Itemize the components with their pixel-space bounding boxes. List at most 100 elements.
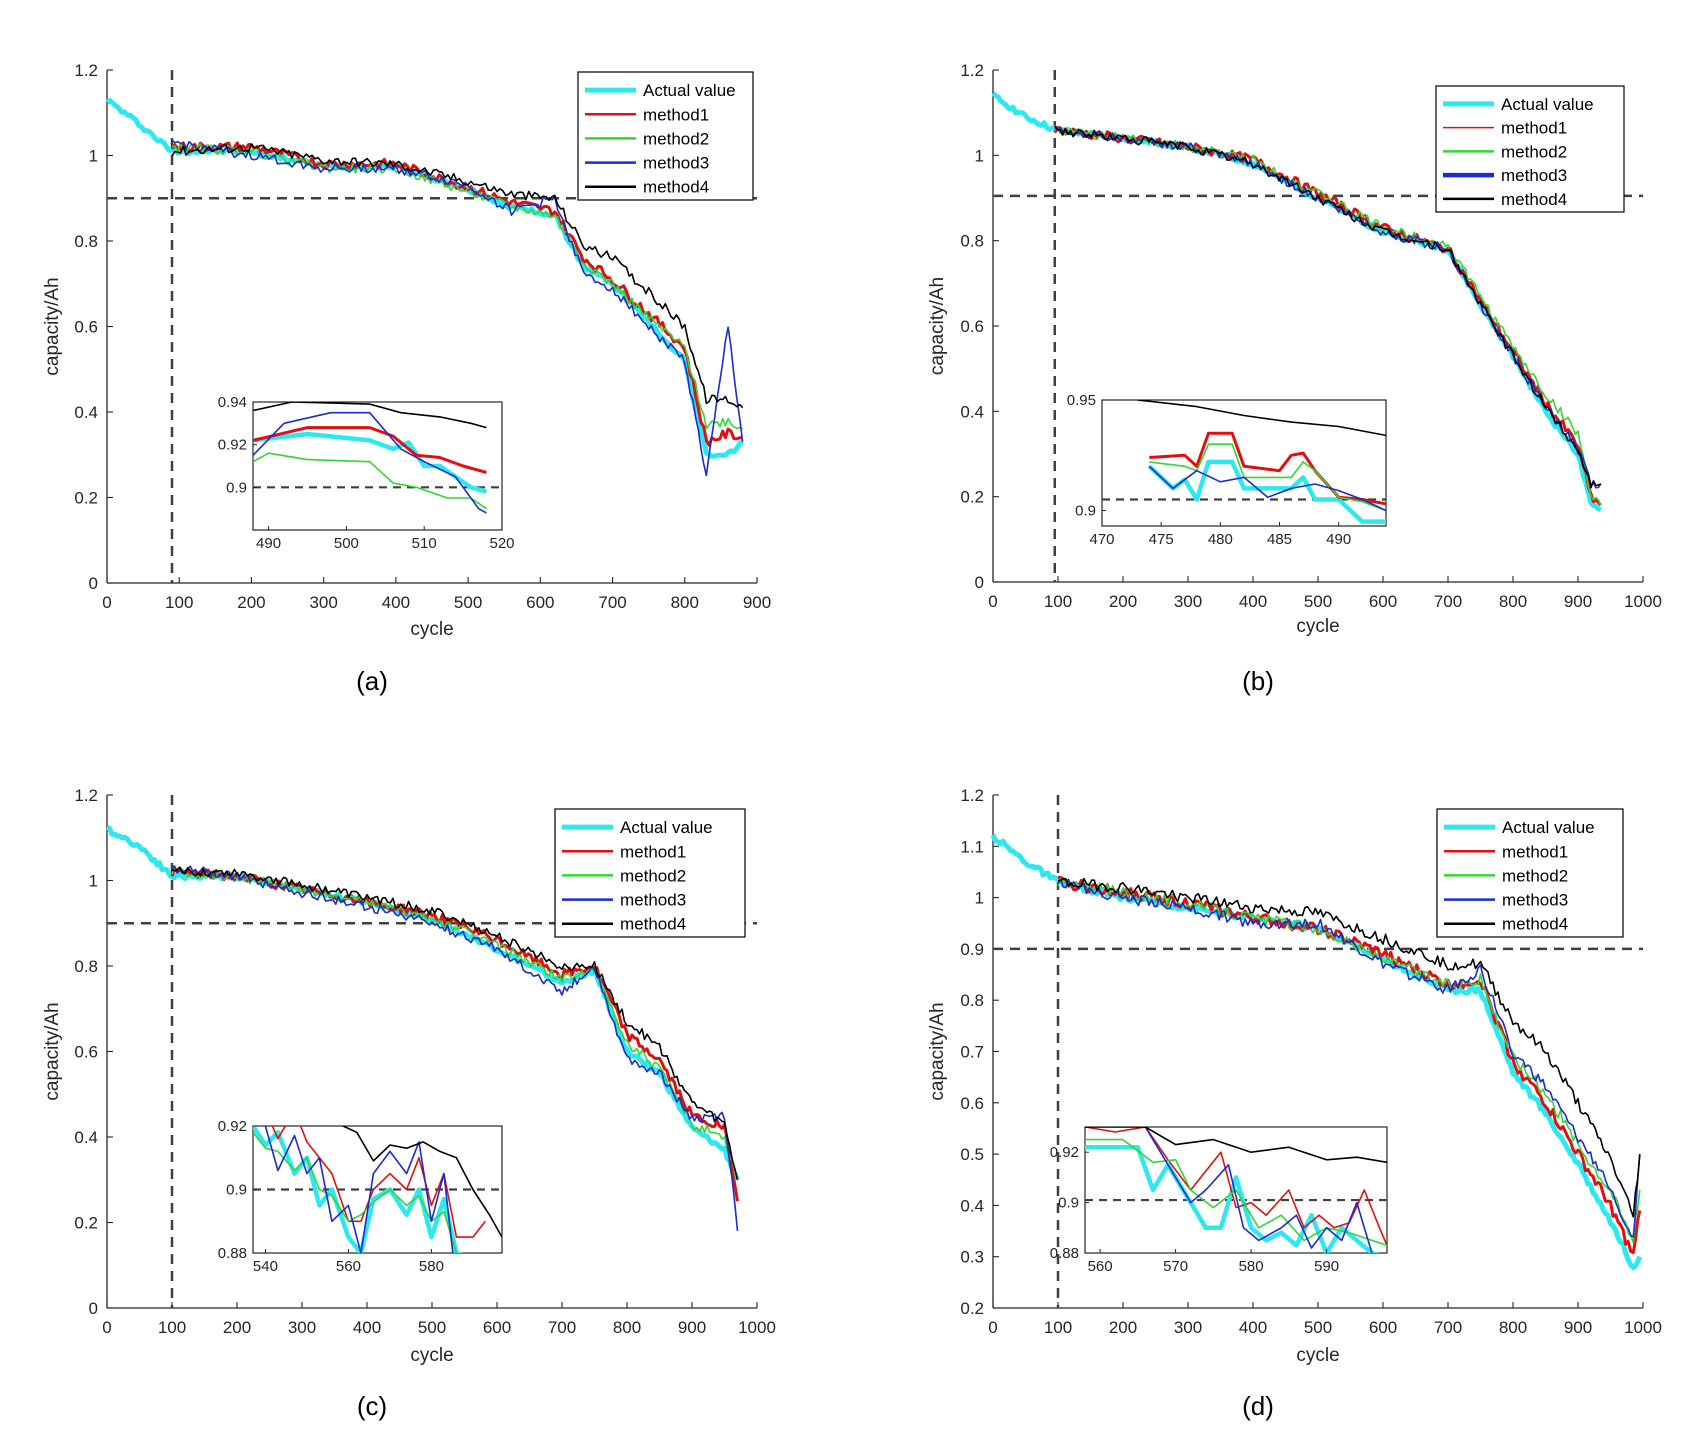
- x-tick-label: 1000: [1624, 1318, 1662, 1337]
- inset-series-method3: [253, 411, 487, 514]
- y-tick-label: 0.6: [960, 317, 984, 336]
- y-tick-label: 1: [89, 872, 98, 891]
- y-tick-label: 0.6: [960, 1094, 984, 1113]
- inset-x-tick-label: 480: [1208, 531, 1233, 548]
- inset-y-tick-label: 0.9: [1075, 503, 1096, 520]
- x-tick-label: 700: [1434, 592, 1462, 611]
- x-tick-label: 200: [223, 1318, 251, 1337]
- x-tick-label: 700: [548, 1318, 576, 1337]
- y-tick-label: 1: [89, 147, 98, 166]
- series-line-method4: [171, 143, 744, 409]
- x-tick-label: 100: [1044, 592, 1072, 611]
- legend-label-method2: method2: [1502, 866, 1568, 885]
- inset-series-method2: [253, 452, 487, 510]
- x-tick-label: 800: [671, 593, 699, 612]
- y-tick-label: 1.2: [960, 61, 984, 80]
- inset-y-tick-label: 0.9: [226, 1182, 247, 1199]
- inset-zoom: 540 560 580 0.88 0.9 0.92: [218, 1118, 503, 1275]
- series-line-method2: [171, 142, 743, 430]
- y-tick-label: 0: [975, 573, 984, 592]
- x-tick-label: 800: [1499, 592, 1527, 611]
- y-tick-label: 0.7: [960, 1043, 984, 1062]
- chart-legend: Actual value method1 method2 method3 method4: [1435, 85, 1625, 213]
- chart-panel-a: 0 100 200 300 400 500 600 700 800 900 0 0.2 0.4 0.6 0.…: [42, 61, 771, 696]
- y-tick-label: 0.3: [960, 1248, 984, 1267]
- inset-series-actual-value: [1085, 1144, 1380, 1253]
- inset-x-tick-label: 485: [1267, 531, 1292, 548]
- legend-label-method2: method2: [1501, 142, 1567, 161]
- x-tick-label: 900: [743, 593, 771, 612]
- panel-label: (a): [356, 666, 388, 696]
- inset-series-method3: [264, 1126, 454, 1253]
- inset-y-tick-label: 0.92: [218, 437, 247, 454]
- chart-panel-c: 0 100 200 300 400 500 600 700 800 900 1000 0 0.2 0.4 0…: [42, 786, 776, 1421]
- series-line-method3: [1057, 878, 1641, 1238]
- x-tick-label: 300: [309, 593, 337, 612]
- y-tick-label: 1: [975, 146, 984, 165]
- y-tick-label: 0.8: [960, 232, 984, 251]
- y-tick-label: 1: [975, 889, 984, 908]
- legend-label-method1: method1: [1502, 842, 1568, 861]
- inset-series-method1: [1085, 1127, 1387, 1246]
- x-tick-label: 400: [1239, 1318, 1267, 1337]
- x-tick-label: 0: [988, 1318, 997, 1337]
- x-tick-label: 200: [237, 593, 265, 612]
- x-axis-label: cycle: [410, 619, 453, 640]
- series-line-method4: [1054, 125, 1602, 489]
- inset-series-method3: [1120, 1127, 1373, 1253]
- chart-panel-b: 0 100 200 300 400 500 600 700 800 900 1000 0 0.2 0.4 0…: [927, 61, 1662, 696]
- x-tick-label: 100: [165, 593, 193, 612]
- inset-series-method4: [341, 1126, 502, 1238]
- inset-zoom: 470 475 480 485 490 0.9 0.95: [1067, 392, 1387, 548]
- x-tick-label: 200: [1109, 1318, 1137, 1337]
- y-tick-label: 1.2: [74, 61, 98, 80]
- inset-x-tick-label: 590: [1314, 1258, 1339, 1275]
- y-tick-label: 0.2: [74, 1214, 98, 1233]
- x-axis-label: cycle: [1296, 616, 1339, 637]
- y-tick-label: 0.8: [960, 991, 984, 1010]
- x-tick-label: 100: [158, 1318, 186, 1337]
- inset-x-tick-label: 540: [253, 1258, 278, 1275]
- x-tick-label: 1000: [738, 1318, 776, 1337]
- x-axis-label: cycle: [410, 1345, 453, 1366]
- inset-x-tick-label: 510: [412, 535, 437, 552]
- y-tick-label: 0.6: [74, 1043, 98, 1062]
- y-tick-label: 1.1: [960, 837, 984, 856]
- x-tick-label: 300: [288, 1318, 316, 1337]
- chart-panel-d: 0 100 200 300 400 500 600 700 800 900 1000 0.2 0.3 0.…: [927, 786, 1662, 1421]
- y-axis-label: capacity/Ah: [927, 277, 948, 375]
- inset-series-method1: [271, 1126, 487, 1238]
- inset-series-method1: [253, 426, 487, 474]
- inset-series-method4: [1137, 400, 1386, 437]
- chart-legend: Actual value method1 method2 method3 method4: [577, 71, 754, 201]
- x-tick-label: 300: [1174, 1318, 1202, 1337]
- x-tick-label: 500: [1304, 1318, 1332, 1337]
- legend-label-method3: method3: [643, 154, 709, 173]
- inset-y-tick-label: 0.94: [218, 394, 247, 411]
- x-tick-label: 100: [1044, 1318, 1072, 1337]
- legend-label-method1: method1: [643, 105, 709, 124]
- inset-x-tick-label: 570: [1163, 1258, 1188, 1275]
- inset-y-tick-label: 0.9: [226, 479, 247, 496]
- x-tick-label: 600: [526, 593, 554, 612]
- inset-x-tick-label: 490: [256, 535, 281, 552]
- inset-series-method3: [1148, 465, 1386, 512]
- inset-zoom: 490 500 510 520 0.9 0.92 0.94: [218, 394, 515, 552]
- panel-label: (b): [1242, 666, 1274, 696]
- x-tick-label: 400: [382, 593, 410, 612]
- legend-label-method1: method1: [620, 842, 686, 861]
- x-tick-label: 800: [613, 1318, 641, 1337]
- x-tick-label: 600: [1369, 1318, 1397, 1337]
- inset-x-tick-label: 500: [334, 535, 359, 552]
- y-tick-label: 0.5: [960, 1145, 984, 1164]
- legend-label-actual-value: Actual value: [1501, 95, 1594, 114]
- x-tick-label: 800: [1499, 1318, 1527, 1337]
- y-tick-label: 1.2: [74, 786, 98, 805]
- panel-label: (d): [1242, 1391, 1274, 1421]
- inset-x-tick-label: 560: [1088, 1258, 1113, 1275]
- legend-label-method4: method4: [620, 915, 686, 934]
- legend-box: [577, 71, 754, 201]
- x-tick-label: 700: [598, 593, 626, 612]
- inset-y-tick-label: 0.95: [1067, 392, 1096, 409]
- y-tick-label: 0.4: [960, 402, 984, 421]
